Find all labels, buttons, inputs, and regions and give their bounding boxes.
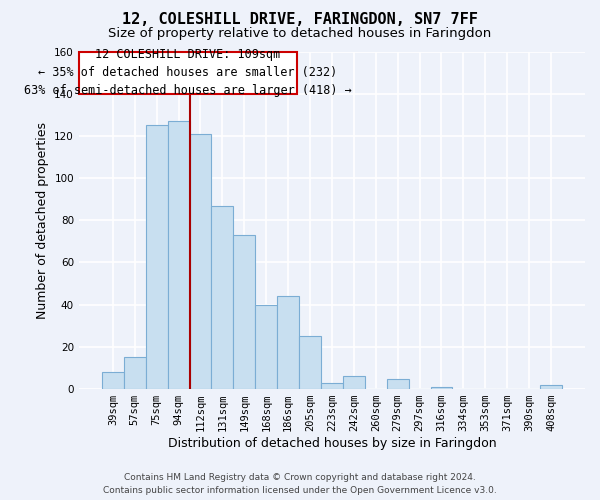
Y-axis label: Number of detached properties: Number of detached properties (36, 122, 49, 319)
Bar (146, 126, 167, 389)
Bar (321, 383, 343, 389)
FancyBboxPatch shape (79, 52, 296, 94)
Bar (343, 376, 365, 389)
Bar (431, 387, 452, 389)
Bar (299, 336, 321, 389)
Bar (540, 385, 562, 389)
Bar (102, 372, 124, 389)
Text: 12, COLESHILL DRIVE, FARINGDON, SN7 7FF: 12, COLESHILL DRIVE, FARINGDON, SN7 7FF (122, 12, 478, 28)
X-axis label: Distribution of detached houses by size in Faringdon: Distribution of detached houses by size … (167, 437, 496, 450)
Bar (167, 121, 190, 389)
Text: 12 COLESHILL DRIVE: 109sqm
← 35% of detached houses are smaller (232)
63% of sem: 12 COLESHILL DRIVE: 109sqm ← 35% of deta… (24, 48, 352, 97)
Text: Size of property relative to detached houses in Faringdon: Size of property relative to detached ho… (109, 28, 491, 40)
Bar (190, 134, 211, 389)
Bar (124, 358, 146, 389)
Text: Contains HM Land Registry data © Crown copyright and database right 2024.
Contai: Contains HM Land Registry data © Crown c… (103, 474, 497, 495)
Bar (233, 235, 255, 389)
Bar (277, 296, 299, 389)
Bar (387, 378, 409, 389)
Bar (255, 304, 277, 389)
Bar (211, 206, 233, 389)
